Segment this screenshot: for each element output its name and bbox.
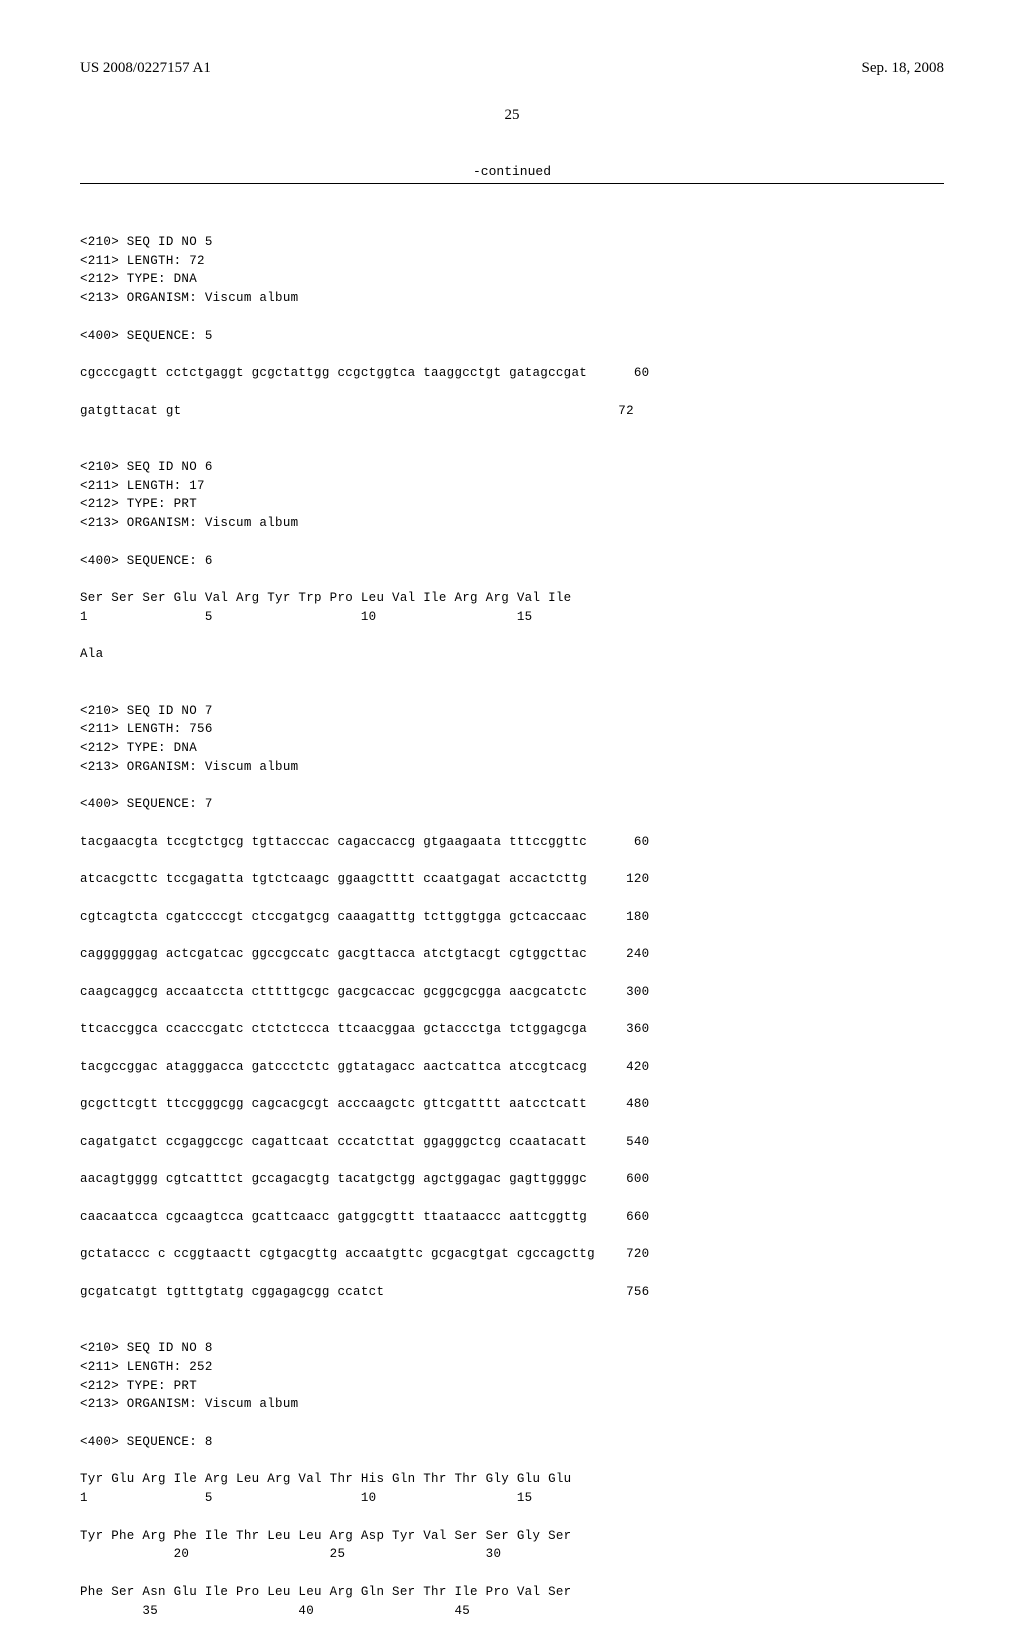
seq7-l11: caacaatcca cgcaagtcca gcattcaacc gatggcg… — [80, 1210, 650, 1224]
seq5-organism: <213> ORGANISM: Viscum album — [80, 291, 298, 305]
seq7-type: <212> TYPE: DNA — [80, 741, 197, 755]
seq8-n3: 35 40 45 — [80, 1604, 470, 1618]
seq8-id: <210> SEQ ID NO 8 — [80, 1341, 213, 1355]
seq7-label: <400> SEQUENCE: 7 — [80, 797, 213, 811]
seq7-l1: tacgaacgta tccgtctgcg tgttacccac cagacca… — [80, 835, 650, 849]
sequence-listing: <210> SEQ ID NO 5 <211> LENGTH: 72 <212>… — [80, 214, 944, 1639]
seq7-l10: aacagtgggg cgtcatttct gccagacgtg tacatgc… — [80, 1172, 650, 1186]
seq8-n1: 1 5 10 15 — [80, 1491, 532, 1505]
seq8-l2: Tyr Phe Arg Phe Ile Thr Leu Leu Arg Asp … — [80, 1529, 571, 1543]
seq7-l8: gcgcttcgtt ttccgggcgg cagcacgcgt acccaag… — [80, 1097, 650, 1111]
seq6-nums1: 1 5 10 15 — [80, 610, 532, 624]
seq8-type: <212> TYPE: PRT — [80, 1379, 197, 1393]
seq5-line1: cgcccgagtt cctctgaggt gcgctattgg ccgctgg… — [80, 366, 650, 380]
seq7-length: <211> LENGTH: 756 — [80, 722, 213, 736]
continued-label: -continued — [80, 164, 944, 179]
seq7-organism: <213> ORGANISM: Viscum album — [80, 760, 298, 774]
seq7-l3: cgtcagtcta cgatccccgt ctccgatgcg caaagat… — [80, 910, 650, 924]
seq5-label: <400> SEQUENCE: 5 — [80, 329, 213, 343]
publication-date: Sep. 18, 2008 — [862, 60, 945, 77]
seq7-l5: caagcaggcg accaatccta ctttttgcgc gacgcac… — [80, 985, 650, 999]
seq5-length: <211> LENGTH: 72 — [80, 254, 205, 268]
seq5-id: <210> SEQ ID NO 5 — [80, 235, 213, 249]
seq8-label: <400> SEQUENCE: 8 — [80, 1435, 213, 1449]
seq7-l13: gcgatcatgt tgtttgtatg cggagagcgg ccatct … — [80, 1285, 650, 1299]
seq6-length: <211> LENGTH: 17 — [80, 479, 205, 493]
seq7-id: <210> SEQ ID NO 7 — [80, 704, 213, 718]
publication-number: US 2008/0227157 A1 — [80, 60, 211, 77]
seq8-organism: <213> ORGANISM: Viscum album — [80, 1397, 298, 1411]
seq8-length: <211> LENGTH: 252 — [80, 1360, 213, 1374]
seq6-line1: Ser Ser Ser Glu Val Arg Tyr Trp Pro Leu … — [80, 591, 571, 605]
seq7-l4: caggggggag actcgatcac ggccgccatc gacgtta… — [80, 947, 650, 961]
seq5-line2: gatgttacat gt 72 — [80, 404, 634, 418]
seq8-n2: 20 25 30 — [80, 1547, 501, 1561]
seq7-l9: cagatgatct ccgaggccgc cagattcaat cccatct… — [80, 1135, 650, 1149]
seq6-organism: <213> ORGANISM: Viscum album — [80, 516, 298, 530]
seq8-l1: Tyr Glu Arg Ile Arg Leu Arg Val Thr His … — [80, 1472, 571, 1486]
page-header: US 2008/0227157 A1 Sep. 18, 2008 — [80, 60, 944, 77]
page-container: US 2008/0227157 A1 Sep. 18, 2008 25 -con… — [0, 0, 1024, 1320]
seq6-label: <400> SEQUENCE: 6 — [80, 554, 213, 568]
page-number: 25 — [80, 107, 944, 124]
seq7-l2: atcacgcttc tccgagatta tgtctcaagc ggaagct… — [80, 872, 650, 886]
seq6-line2: Ala — [80, 647, 103, 661]
seq7-l6: ttcaccggca ccacccgatc ctctctccca ttcaacg… — [80, 1022, 650, 1036]
seq7-l7: tacgccggac atagggacca gatccctctc ggtatag… — [80, 1060, 650, 1074]
seq6-type: <212> TYPE: PRT — [80, 497, 197, 511]
horizontal-rule — [80, 183, 944, 184]
seq5-type: <212> TYPE: DNA — [80, 272, 197, 286]
seq8-l3: Phe Ser Asn Glu Ile Pro Leu Leu Arg Gln … — [80, 1585, 571, 1599]
seq6-id: <210> SEQ ID NO 6 — [80, 460, 213, 474]
seq7-l12: gctataccc c ccggtaactt cgtgacgttg accaat… — [80, 1247, 650, 1261]
